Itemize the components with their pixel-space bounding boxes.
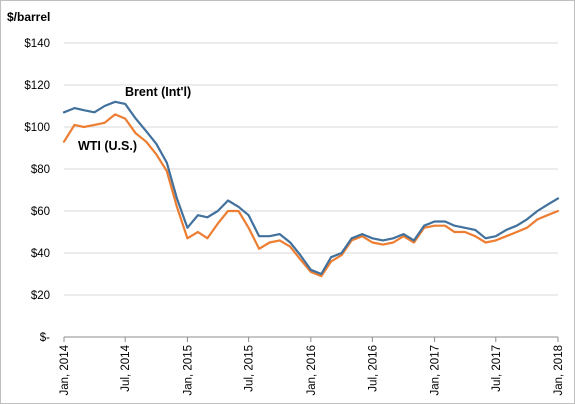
- gridlines: [64, 42, 558, 296]
- series-label-wti: WTI (U.S.): [78, 139, 137, 153]
- y-unit-label: $/barrel: [7, 10, 50, 24]
- y-tick-label: $80: [31, 164, 50, 176]
- x-tick-label: Jan, 2016: [306, 345, 318, 396]
- x-tick-label: Jan, 2014: [59, 344, 71, 395]
- y-tick-label: $40: [31, 248, 50, 260]
- series-lines: [62, 100, 560, 278]
- x-tick-label: Jul, 2016: [367, 345, 379, 392]
- y-tick-label: $20: [31, 290, 50, 302]
- x-tick-label: Jan, 2015: [182, 345, 194, 396]
- x-tick-label: Jan, 2017: [430, 345, 442, 396]
- x-tick-label: Jul, 2014: [120, 344, 132, 391]
- series-line-wti: [62, 113, 560, 278]
- y-tick-label: $140: [24, 38, 50, 50]
- series-line-brent: [62, 100, 560, 276]
- x-tick-label: Jan, 2018: [553, 345, 565, 396]
- x-tick-label: Jul, 2017: [491, 345, 503, 392]
- y-tick-label: $60: [31, 206, 50, 218]
- x-tick-label: Jul, 2015: [244, 345, 256, 392]
- y-tick-label: $-: [40, 332, 50, 344]
- y-tick-labels: $- $20 $40 $60 $80 $100 $120 $140: [24, 38, 50, 344]
- y-tick-label: $100: [24, 122, 50, 134]
- x-tick-labels: Jan, 2014 Jul, 2014 Jan, 2015 Jul, 2015 Jan,…: [59, 337, 565, 396]
- y-tick-label: $120: [24, 80, 50, 92]
- series-label-brent: Brent (Int'l): [125, 85, 191, 99]
